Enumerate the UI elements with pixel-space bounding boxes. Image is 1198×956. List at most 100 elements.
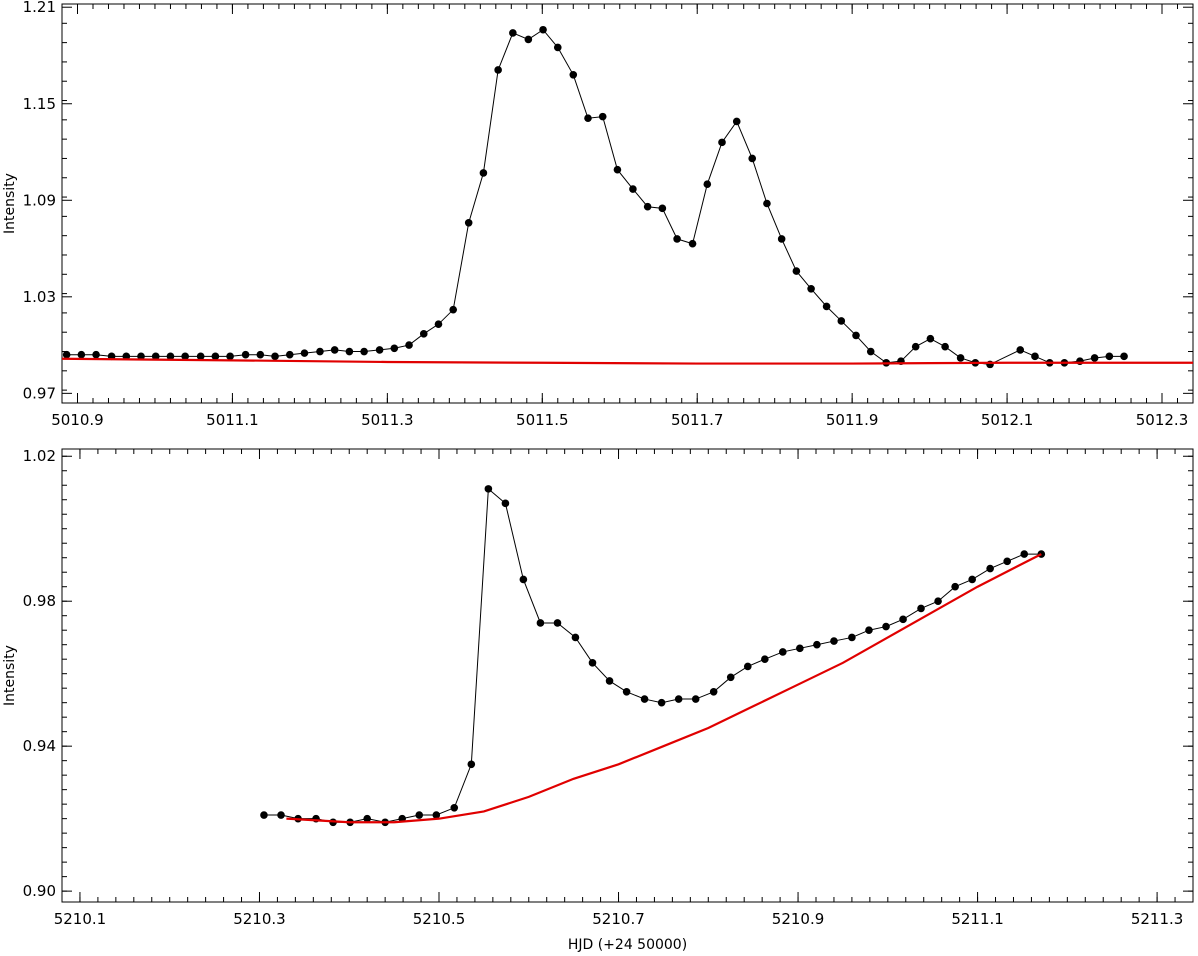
y-tick-label: 1.03 <box>23 288 56 306</box>
data-point <box>951 582 959 591</box>
y-tick-label: 1.21 <box>23 0 56 16</box>
data-point <box>852 331 860 340</box>
plot-area <box>260 485 1046 827</box>
data-point <box>732 117 741 126</box>
x-tick-label: 5210.9 <box>772 910 825 928</box>
data-point <box>77 350 86 359</box>
data-point <box>691 695 700 703</box>
y-tick-label: 1.09 <box>23 191 56 209</box>
data-point <box>830 637 838 645</box>
data-point <box>419 330 428 338</box>
data-point <box>763 199 771 208</box>
data-point <box>92 350 100 359</box>
data-point <box>524 35 533 44</box>
data-point <box>316 347 324 356</box>
data-point <box>536 619 545 627</box>
data-point <box>866 347 875 356</box>
data-point <box>926 334 935 343</box>
y-tick-label: 1.02 <box>23 447 56 465</box>
data-point <box>899 615 907 624</box>
x-tick-label: 5211.1 <box>951 910 1004 928</box>
x-tick-label: 5210.5 <box>413 910 466 928</box>
data-point <box>484 485 493 493</box>
data-point <box>674 695 683 703</box>
data-point <box>449 305 458 314</box>
data-point <box>501 499 510 508</box>
data-point <box>271 352 279 361</box>
data-point <box>986 360 994 369</box>
data-point <box>122 352 131 361</box>
data-point <box>598 112 607 121</box>
data-line <box>263 487 1042 823</box>
model-curve <box>62 357 1193 365</box>
y-tick-label: 1.15 <box>23 95 56 113</box>
data-point <box>629 185 637 193</box>
x-tick-label: 5010.9 <box>51 411 104 429</box>
data-point <box>605 677 614 685</box>
data-point <box>813 640 821 649</box>
data-point <box>464 219 473 227</box>
data-point <box>613 165 622 174</box>
data-point <box>181 352 189 361</box>
data-point <box>1020 550 1029 558</box>
data-point <box>643 202 652 211</box>
data-point <box>673 235 681 243</box>
data-point <box>415 811 424 819</box>
data-point <box>277 811 285 819</box>
data-point <box>622 688 631 696</box>
y-tick-label: 0.94 <box>23 737 56 755</box>
data-point <box>1016 346 1025 354</box>
data-point <box>363 814 371 823</box>
data-point <box>196 352 205 361</box>
data-point <box>509 29 517 37</box>
chart-panel-1: 5010.9 5011.1 5011.3 5011.5 5011.7 5011.9 5012… <box>2 0 1194 429</box>
data-point <box>726 673 735 682</box>
data-point <box>553 619 562 627</box>
x-axis-title: HJD (+24 50000) <box>568 937 687 953</box>
data-point <box>166 352 175 361</box>
data-point <box>375 346 384 354</box>
data-point <box>584 114 592 123</box>
data-point <box>743 662 752 671</box>
data-point <box>256 350 265 359</box>
data-point <box>986 564 994 573</box>
x-tick-label: 5012.1 <box>981 411 1034 429</box>
data-point <box>390 344 399 353</box>
data-point <box>345 347 354 356</box>
data-line <box>66 29 1125 365</box>
data-point <box>151 352 160 361</box>
data-point <box>519 575 528 584</box>
data-point <box>837 317 846 325</box>
data-point <box>62 350 71 359</box>
x-tick-label: 5011.3 <box>361 411 414 429</box>
data-point <box>1090 354 1099 362</box>
data-point <box>778 648 787 656</box>
data-point <box>917 604 925 613</box>
data-point <box>807 284 815 293</box>
data-point <box>688 239 697 248</box>
data-point <box>211 352 220 361</box>
x-tick-label: 5210.1 <box>54 910 107 928</box>
data-point <box>1037 550 1046 558</box>
data-point <box>569 70 578 79</box>
data-point <box>405 341 413 349</box>
x-tick-label: 5011.1 <box>206 411 259 429</box>
x-tick-label: 5210.3 <box>233 910 286 928</box>
data-point <box>748 154 757 163</box>
data-point <box>285 350 294 359</box>
y-tick-label: 0.97 <box>23 384 56 402</box>
data-point <box>792 267 801 275</box>
x-tick-label: 5011.7 <box>671 411 724 429</box>
x-tick-label: 5210.7 <box>592 910 645 928</box>
data-point <box>911 342 920 351</box>
data-point <box>1120 352 1128 361</box>
data-point <box>360 347 368 356</box>
y-tick-label: 0.90 <box>23 882 56 900</box>
data-point <box>941 342 949 351</box>
data-point <box>450 803 459 812</box>
data-point <box>822 302 831 311</box>
data-point <box>571 633 580 642</box>
x-tick-label: 5011.9 <box>826 411 879 429</box>
data-point <box>467 760 476 769</box>
data-point <box>1031 352 1039 361</box>
